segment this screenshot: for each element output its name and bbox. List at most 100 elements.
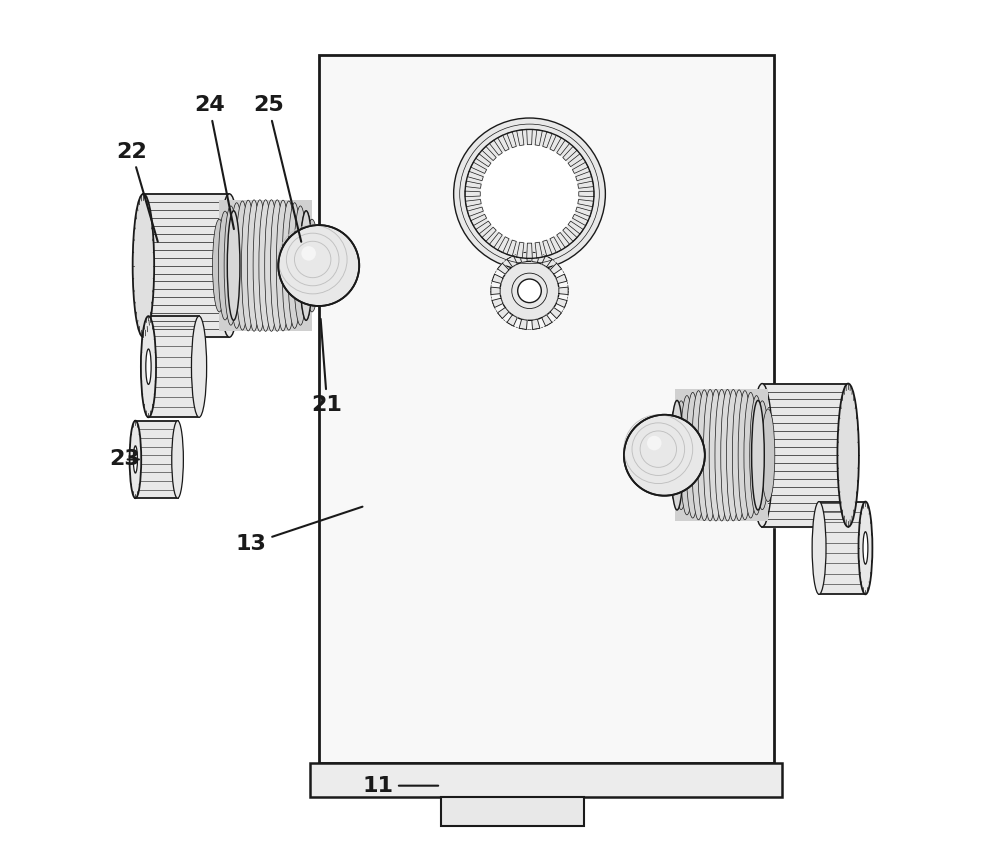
Polygon shape	[532, 252, 540, 262]
Ellipse shape	[709, 389, 723, 521]
Circle shape	[454, 118, 605, 270]
Ellipse shape	[219, 194, 240, 337]
Text: 23: 23	[109, 449, 140, 470]
Ellipse shape	[227, 211, 240, 320]
Ellipse shape	[756, 400, 769, 510]
Polygon shape	[535, 130, 542, 146]
Polygon shape	[148, 316, 199, 417]
Polygon shape	[762, 384, 848, 527]
Polygon shape	[476, 221, 491, 234]
Ellipse shape	[247, 200, 261, 331]
Ellipse shape	[671, 400, 683, 510]
Polygon shape	[467, 171, 483, 180]
Polygon shape	[568, 221, 583, 234]
Polygon shape	[532, 319, 540, 330]
Ellipse shape	[680, 395, 694, 515]
Circle shape	[624, 415, 705, 496]
Polygon shape	[527, 130, 532, 145]
Polygon shape	[465, 191, 480, 196]
Polygon shape	[476, 153, 491, 167]
Ellipse shape	[146, 349, 151, 384]
Circle shape	[480, 145, 579, 244]
Ellipse shape	[698, 389, 711, 521]
Polygon shape	[576, 207, 592, 217]
Ellipse shape	[133, 446, 137, 473]
Polygon shape	[550, 135, 561, 151]
Ellipse shape	[858, 502, 872, 594]
Polygon shape	[492, 298, 503, 308]
Polygon shape	[550, 263, 561, 274]
Ellipse shape	[276, 200, 290, 331]
Ellipse shape	[299, 211, 313, 320]
Circle shape	[512, 273, 547, 309]
Ellipse shape	[669, 409, 682, 502]
Ellipse shape	[282, 201, 296, 330]
Ellipse shape	[305, 219, 319, 312]
Polygon shape	[543, 132, 552, 148]
Polygon shape	[556, 274, 567, 283]
Polygon shape	[465, 181, 481, 188]
Polygon shape	[310, 763, 782, 797]
Polygon shape	[519, 319, 527, 330]
Polygon shape	[527, 243, 532, 258]
Polygon shape	[550, 237, 561, 253]
Circle shape	[278, 225, 359, 306]
Polygon shape	[675, 389, 768, 521]
Ellipse shape	[242, 200, 255, 331]
Polygon shape	[471, 214, 487, 226]
Polygon shape	[557, 233, 570, 248]
Polygon shape	[568, 153, 583, 167]
Polygon shape	[563, 228, 577, 241]
Ellipse shape	[863, 532, 868, 564]
Polygon shape	[135, 421, 178, 498]
Ellipse shape	[727, 389, 740, 521]
Polygon shape	[482, 147, 496, 160]
Text: 21: 21	[312, 319, 343, 415]
Ellipse shape	[674, 400, 688, 510]
Circle shape	[647, 436, 662, 450]
Ellipse shape	[130, 421, 141, 498]
Text: 25: 25	[253, 95, 301, 242]
Ellipse shape	[744, 393, 757, 518]
Polygon shape	[219, 200, 312, 331]
Ellipse shape	[703, 389, 717, 521]
Polygon shape	[578, 200, 594, 207]
Ellipse shape	[751, 384, 773, 527]
Polygon shape	[557, 140, 570, 155]
Ellipse shape	[265, 200, 278, 331]
Ellipse shape	[300, 211, 312, 320]
Polygon shape	[542, 255, 552, 267]
Ellipse shape	[141, 316, 156, 417]
Polygon shape	[498, 237, 509, 253]
Circle shape	[518, 279, 541, 303]
Ellipse shape	[253, 200, 267, 331]
Circle shape	[301, 246, 316, 260]
Ellipse shape	[812, 502, 826, 594]
Ellipse shape	[236, 201, 249, 330]
Polygon shape	[576, 171, 592, 180]
Ellipse shape	[750, 395, 763, 515]
Polygon shape	[559, 287, 568, 294]
Ellipse shape	[294, 206, 307, 325]
Ellipse shape	[133, 194, 154, 337]
Ellipse shape	[721, 389, 734, 521]
Polygon shape	[519, 252, 527, 262]
Polygon shape	[507, 132, 516, 148]
Polygon shape	[482, 228, 496, 241]
Ellipse shape	[213, 219, 226, 312]
Polygon shape	[517, 130, 524, 146]
Ellipse shape	[270, 200, 284, 331]
Polygon shape	[143, 194, 229, 337]
Ellipse shape	[738, 390, 752, 520]
Polygon shape	[550, 308, 561, 319]
Polygon shape	[556, 298, 567, 308]
Ellipse shape	[837, 384, 859, 527]
Polygon shape	[572, 214, 588, 226]
Ellipse shape	[686, 393, 699, 518]
Polygon shape	[578, 181, 594, 188]
Polygon shape	[819, 502, 865, 594]
Polygon shape	[489, 233, 502, 248]
Text: 24: 24	[194, 95, 234, 229]
Polygon shape	[572, 162, 588, 174]
Polygon shape	[492, 274, 503, 283]
